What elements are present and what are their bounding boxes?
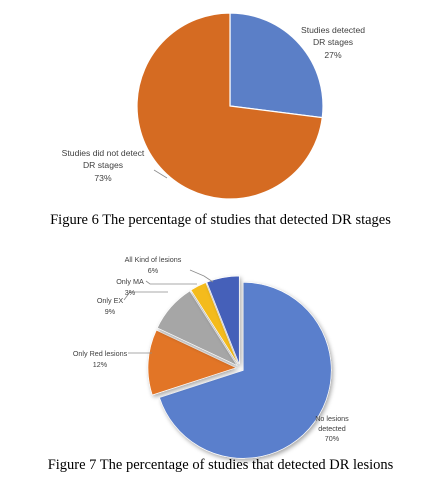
data-label-only-red-lesions: Only Red lesions 12% <box>73 349 128 369</box>
pie-slice-all-kind-of-lesions <box>206 275 240 365</box>
data-label-no-lesions-detected: No lesions detected 70% <box>315 414 349 443</box>
data-label-only-ma: Only MA 3% <box>116 277 144 297</box>
pie-slice-studies-did-not-detect-dr-stages <box>136 12 323 200</box>
data-label-all-kind-of-lesions: All Kind of lesions 6% <box>125 255 182 275</box>
data-label-studies-did-not-detect-dr-stages: Studies did not detect DR stages 73% <box>62 148 145 183</box>
leader-line-studies-did-not-detect-dr-stages <box>153 169 168 179</box>
pie-slice-only-red-lesions <box>147 329 237 396</box>
pie-slice-only-ma <box>190 282 239 365</box>
leader-line-only-ex <box>123 291 168 301</box>
leader-line-only-ma <box>145 280 197 285</box>
pie-chart-dr-lesions: No lesions detected 70% Only Red lesions 12%… <box>73 255 349 459</box>
data-label-studies-detected-dr-stages: Studies detected DR stages 27% <box>301 25 365 60</box>
pie-slice-studies-detected-dr-stages <box>229 12 324 119</box>
figure-7-caption: Figure 7 The percentage of studies that … <box>47 457 394 473</box>
pie-slice-no-lesions-detected <box>159 282 332 459</box>
figure-6-caption: Figure 6 The percentage of studies that … <box>50 212 391 228</box>
data-label-only-ex: Only EX 9% <box>97 296 124 316</box>
pie-chart-dr-stages: Studies detected DR stages 27% Studies did … <box>62 12 365 200</box>
pie-slice-only-ex <box>156 290 238 367</box>
leader-line-all-kind-of-lesions <box>189 269 214 283</box>
